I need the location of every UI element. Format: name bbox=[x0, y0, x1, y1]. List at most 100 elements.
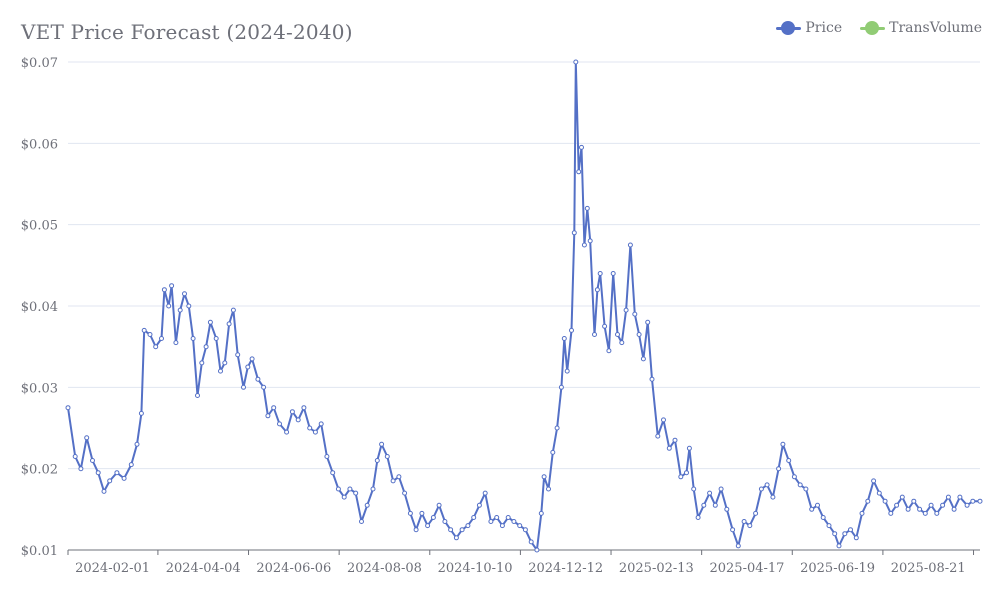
price-point bbox=[797, 482, 803, 488]
price-point bbox=[842, 531, 848, 537]
price-point bbox=[425, 523, 431, 529]
price-point bbox=[182, 291, 187, 297]
price-point bbox=[718, 486, 724, 492]
price-point bbox=[330, 470, 336, 476]
price-point bbox=[623, 307, 629, 313]
price-point bbox=[561, 336, 567, 341]
price-point bbox=[573, 59, 579, 65]
price-point bbox=[791, 474, 797, 480]
price-point bbox=[271, 405, 277, 411]
price-point bbox=[312, 429, 318, 435]
price-point bbox=[442, 519, 448, 524]
price-point bbox=[928, 502, 934, 508]
price-point bbox=[284, 429, 290, 435]
price-point bbox=[853, 535, 859, 541]
price-point bbox=[649, 376, 655, 382]
y-tick-label: $0.01 bbox=[21, 544, 58, 559]
price-point bbox=[780, 441, 786, 447]
price-point bbox=[95, 470, 101, 476]
price-point bbox=[753, 510, 759, 516]
price-point bbox=[619, 340, 625, 346]
price-point bbox=[153, 344, 159, 350]
price-point bbox=[203, 344, 209, 350]
price-point bbox=[134, 441, 140, 447]
price-point bbox=[511, 519, 517, 524]
price-point bbox=[836, 543, 842, 549]
price-point bbox=[581, 242, 587, 248]
price-point bbox=[90, 458, 95, 463]
price-point bbox=[554, 425, 560, 431]
y-tick-label: $0.04 bbox=[21, 300, 58, 315]
price-point bbox=[809, 506, 815, 512]
price-point bbox=[865, 498, 871, 504]
price-point bbox=[161, 287, 167, 293]
price-point bbox=[876, 490, 882, 496]
price-point bbox=[747, 523, 753, 529]
legend-item-price[interactable]: Price bbox=[776, 20, 842, 36]
price-point bbox=[820, 515, 826, 520]
y-axis-ticks: $0.01 $0.02 $0.03 $0.04 $0.05 $0.06 $0.07 bbox=[21, 56, 58, 559]
y-tick-label: $0.02 bbox=[21, 463, 58, 478]
price-point bbox=[701, 502, 707, 508]
price-point bbox=[301, 405, 307, 411]
price-point bbox=[213, 336, 219, 341]
price-point bbox=[476, 502, 482, 508]
price-point bbox=[307, 425, 313, 431]
price-point bbox=[776, 466, 782, 472]
price-point bbox=[684, 470, 689, 476]
price-point bbox=[169, 283, 175, 289]
x-axis: 2024-02-01 2024-04-04 2024-06-06 2024-08-08… bbox=[67, 549, 980, 576]
price-point bbox=[436, 502, 442, 508]
price-point bbox=[661, 417, 666, 423]
price-point bbox=[78, 466, 84, 472]
price-point bbox=[564, 368, 570, 374]
x-tick-label: 2024-12-12 bbox=[528, 561, 603, 576]
price-point bbox=[249, 356, 255, 362]
price-point bbox=[686, 445, 692, 451]
price-point bbox=[528, 539, 534, 545]
price-point bbox=[826, 523, 832, 529]
price-point bbox=[871, 478, 877, 484]
price-point bbox=[138, 410, 144, 416]
price-point bbox=[672, 437, 678, 443]
price-point bbox=[695, 515, 701, 520]
price-point bbox=[347, 486, 353, 492]
price-point bbox=[940, 502, 946, 508]
price-point bbox=[390, 478, 396, 484]
chart-title: VET Price Forecast (2024-2040) bbox=[21, 20, 353, 44]
price-point bbox=[147, 332, 153, 337]
price-point bbox=[803, 486, 809, 492]
price-point bbox=[632, 311, 638, 317]
price-point bbox=[640, 356, 646, 362]
legend-swatch-transvolume bbox=[860, 21, 886, 35]
price-point bbox=[964, 502, 970, 508]
price-point bbox=[550, 449, 556, 455]
price-point bbox=[289, 409, 295, 415]
legend-item-transvolume[interactable]: TransVolume bbox=[860, 20, 982, 36]
price-point bbox=[359, 519, 364, 524]
price-point bbox=[199, 360, 205, 366]
y-tick-label: $0.03 bbox=[21, 381, 58, 396]
price-point bbox=[899, 494, 905, 500]
x-tick-label: 2024-06-06 bbox=[256, 561, 331, 576]
price-point bbox=[917, 506, 923, 512]
legend: Price TransVolume bbox=[776, 20, 982, 36]
price-point bbox=[295, 417, 301, 423]
price-point bbox=[848, 527, 853, 533]
price-point bbox=[636, 332, 642, 337]
price-point bbox=[396, 474, 402, 480]
price-point bbox=[558, 384, 564, 390]
price-point bbox=[384, 454, 390, 459]
price-point bbox=[430, 515, 436, 520]
x-tick-label: 2025-02-13 bbox=[619, 561, 694, 576]
price-point bbox=[645, 319, 651, 325]
price-point bbox=[970, 498, 976, 504]
price-point bbox=[576, 169, 582, 175]
price-point bbox=[627, 242, 633, 248]
price-point bbox=[218, 368, 223, 374]
price-point bbox=[758, 486, 764, 492]
price-point bbox=[584, 205, 590, 211]
price-point bbox=[770, 494, 776, 500]
price-point bbox=[448, 527, 454, 533]
price-point bbox=[471, 515, 477, 520]
